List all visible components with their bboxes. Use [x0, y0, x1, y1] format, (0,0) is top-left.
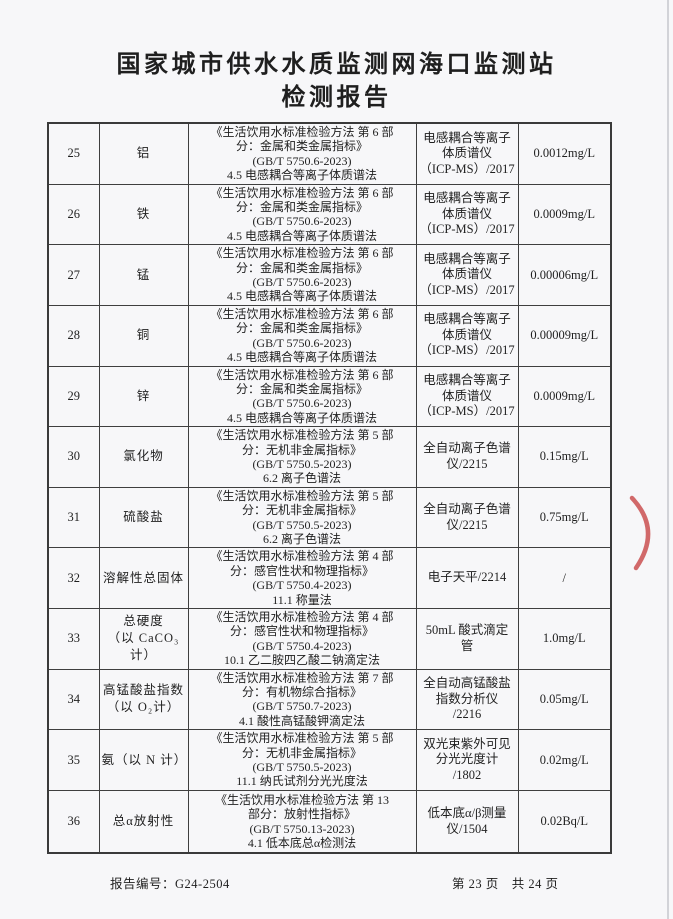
parameter-name-cell: 氯化物 — [98, 426, 189, 488]
row-number-cell: 32 — [47, 547, 100, 609]
result-cell: 0.15mg/L — [517, 426, 612, 488]
parameter-name-cell: 溶解性总固体 — [98, 547, 189, 609]
report-number-value: G24-2504 — [175, 877, 230, 891]
table-row: 34 高锰酸盐指数 （以 O₂计） 《生活饮用水标准检验方法 第 7 部 分：有… — [47, 668, 612, 731]
parameter-name-cell: 总α放射性 — [98, 789, 189, 854]
method-cell: 《生活饮用水标准检验方法 第 4 部 分：感官性状和物理指标》 (GB/T 57… — [187, 608, 417, 670]
parameter-name-cell: 硫酸盐 — [98, 486, 189, 549]
method-cell: 《生活饮用水标准检验方法 第 5 部 分：无机非金属指标》 (GB/T 5750… — [187, 486, 417, 549]
instrument-cell: 电感耦合等离子 体质谱仪 （ICP-MS）/2017 — [415, 244, 519, 306]
table-body: 25 铝 《生活饮用水标准检验方法 第 6 部 分：金属和类金属指标》 (GB/… — [47, 122, 612, 854]
page-scan-edge — [667, 0, 669, 919]
row-number-cell: 31 — [47, 486, 100, 549]
row-number-cell: 25 — [47, 122, 100, 185]
method-cell: 《生活饮用水标准检验方法 第 13 部分：放射性指标》 (GB/T 5750.1… — [187, 789, 417, 854]
result-cell: 0.05mg/L — [517, 668, 612, 731]
method-cell: 《生活饮用水标准检验方法 第 7 部 分：有机物综合指标》 (GB/T 5750… — [187, 668, 417, 731]
method-cell: 《生活饮用水标准检验方法 第 6 部 分：金属和类金属指标》 (GB/T 575… — [187, 304, 417, 367]
row-number-cell: 29 — [47, 365, 100, 428]
instrument-cell: 电感耦合等离子 体质谱仪 （ICP-MS）/2017 — [415, 122, 519, 185]
row-number-cell: 27 — [47, 244, 100, 306]
red-seal-arc — [629, 495, 651, 571]
parameter-name-cell: 铁 — [98, 183, 189, 246]
results-table: 25 铝 《生活饮用水标准检验方法 第 6 部 分：金属和类金属指标》 (GB/… — [47, 122, 612, 855]
table-row: 26 铁 《生活饮用水标准检验方法 第 6 部 分：金属和类金属指标》 (GB/… — [47, 183, 612, 246]
parameter-name-cell: 氨（以 N 计） — [98, 729, 189, 791]
row-number-cell: 28 — [47, 304, 100, 367]
result-cell: 0.00009mg/L — [517, 304, 612, 367]
instrument-cell: 全自动高锰酸盐 指数分析仪 /2216 — [415, 668, 519, 731]
instrument-cell: 电感耦合等离子 体质谱仪 （ICP-MS）/2017 — [415, 183, 519, 246]
row-number-cell: 35 — [47, 729, 100, 791]
row-number-cell: 26 — [47, 183, 100, 246]
report-header: 国家城市供水水质监测网海口监测站 检测报告 — [0, 48, 673, 114]
report-number: 报告编号：G24-2504 — [110, 873, 230, 892]
table-row: 33 总硬度 （以 CaCO₃计） 《生活饮用水标准检验方法 第 4 部 分：感… — [47, 608, 612, 670]
page-indicator: 第 23 页 共 24 页 — [452, 877, 559, 891]
result-cell: 1.0mg/L — [517, 608, 612, 670]
result-cell: 0.02mg/L — [517, 729, 612, 791]
report-title: 国家城市供水水质监测网海口监测站 — [116, 52, 557, 78]
row-number-cell: 36 — [47, 789, 100, 854]
instrument-cell: 双光束紫外可见 分光光度计 /1802 — [415, 729, 519, 791]
method-cell: 《生活饮用水标准检验方法 第 5 部 分：无机非金属指标》 (GB/T 5750… — [187, 729, 417, 791]
method-cell: 《生活饮用水标准检验方法 第 6 部 分：金属和类金属指标》 (GB/T 575… — [187, 122, 417, 185]
method-cell: 《生活饮用水标准检验方法 第 6 部 分：金属和类金属指标》 (GB/T 575… — [187, 183, 417, 246]
row-number-cell: 34 — [47, 668, 100, 731]
parameter-name-cell: 锰 — [98, 244, 189, 306]
table-row: 30 氯化物 《生活饮用水标准检验方法 第 5 部 分：无机非金属指标》 (GB… — [47, 426, 612, 488]
table-row: 27 锰 《生活饮用水标准检验方法 第 6 部 分：金属和类金属指标》 (GB/… — [47, 244, 612, 306]
method-cell: 《生活饮用水标准检验方法 第 6 部 分：金属和类金属指标》 (GB/T 575… — [187, 244, 417, 306]
table-row: 35 氨（以 N 计） 《生活饮用水标准检验方法 第 5 部 分：无机非金属指标… — [47, 729, 612, 791]
result-cell: 0.75mg/L — [517, 486, 612, 549]
result-cell: 0.0012mg/L — [517, 122, 612, 185]
instrument-cell: 50mL 酸式滴定 管 — [415, 608, 519, 670]
parameter-name-cell: 铜 — [98, 304, 189, 367]
parameter-name-cell: 总硬度 （以 CaCO₃计） — [98, 608, 189, 670]
table-row: 29 锌 《生活饮用水标准检验方法 第 6 部 分：金属和类金属指标》 (GB/… — [47, 365, 612, 428]
method-cell: 《生活饮用水标准检验方法 第 5 部 分：无机非金属指标》 (GB/T 5750… — [187, 426, 417, 488]
table-row: 25 铝 《生活饮用水标准检验方法 第 6 部 分：金属和类金属指标》 (GB/… — [47, 122, 612, 185]
table-row: 32 溶解性总固体 《生活饮用水标准检验方法 第 4 部 分：感官性状和物理指标… — [47, 547, 612, 609]
result-cell: / — [517, 547, 612, 609]
instrument-cell: 电子天平/2214 — [415, 547, 519, 609]
parameter-name-cell: 锌 — [98, 365, 189, 428]
instrument-cell: 电感耦合等离子 体质谱仪 （ICP-MS）/2017 — [415, 304, 519, 367]
result-cell: 0.0009mg/L — [517, 183, 612, 246]
table-row: 36 总α放射性 《生活饮用水标准检验方法 第 13 部分：放射性指标》 (GB… — [47, 789, 612, 854]
row-number-cell: 33 — [47, 608, 100, 670]
result-cell: 0.0009mg/L — [517, 365, 612, 428]
parameter-name-cell: 高锰酸盐指数 （以 O₂计） — [98, 668, 189, 731]
result-cell: 0.02Bq/L — [517, 789, 612, 854]
method-cell: 《生活饮用水标准检验方法 第 4 部 分：感官性状和物理指标》 (GB/T 57… — [187, 547, 417, 609]
instrument-cell: 电感耦合等离子 体质谱仪 （ICP-MS）/2017 — [415, 365, 519, 428]
result-cell: 0.00006mg/L — [517, 244, 612, 306]
table-row: 28 铜 《生活饮用水标准检验方法 第 6 部 分：金属和类金属指标》 (GB/… — [47, 304, 612, 367]
report-number-label: 报告编号： — [110, 877, 176, 891]
instrument-cell: 低本底α/β测量 仪/1504 — [415, 789, 519, 854]
parameter-name-cell: 铝 — [98, 122, 189, 185]
instrument-cell: 全自动离子色谱 仪/2215 — [415, 426, 519, 488]
row-number-cell: 30 — [47, 426, 100, 488]
table-row: 31 硫酸盐 《生活饮用水标准检验方法 第 5 部 分：无机非金属指标》 (GB… — [47, 486, 612, 549]
method-cell: 《生活饮用水标准检验方法 第 6 部 分：金属和类金属指标》 (GB/T 575… — [187, 365, 417, 428]
instrument-cell: 全自动离子色谱 仪/2215 — [415, 486, 519, 549]
report-subtitle: 检测报告 — [281, 85, 392, 111]
